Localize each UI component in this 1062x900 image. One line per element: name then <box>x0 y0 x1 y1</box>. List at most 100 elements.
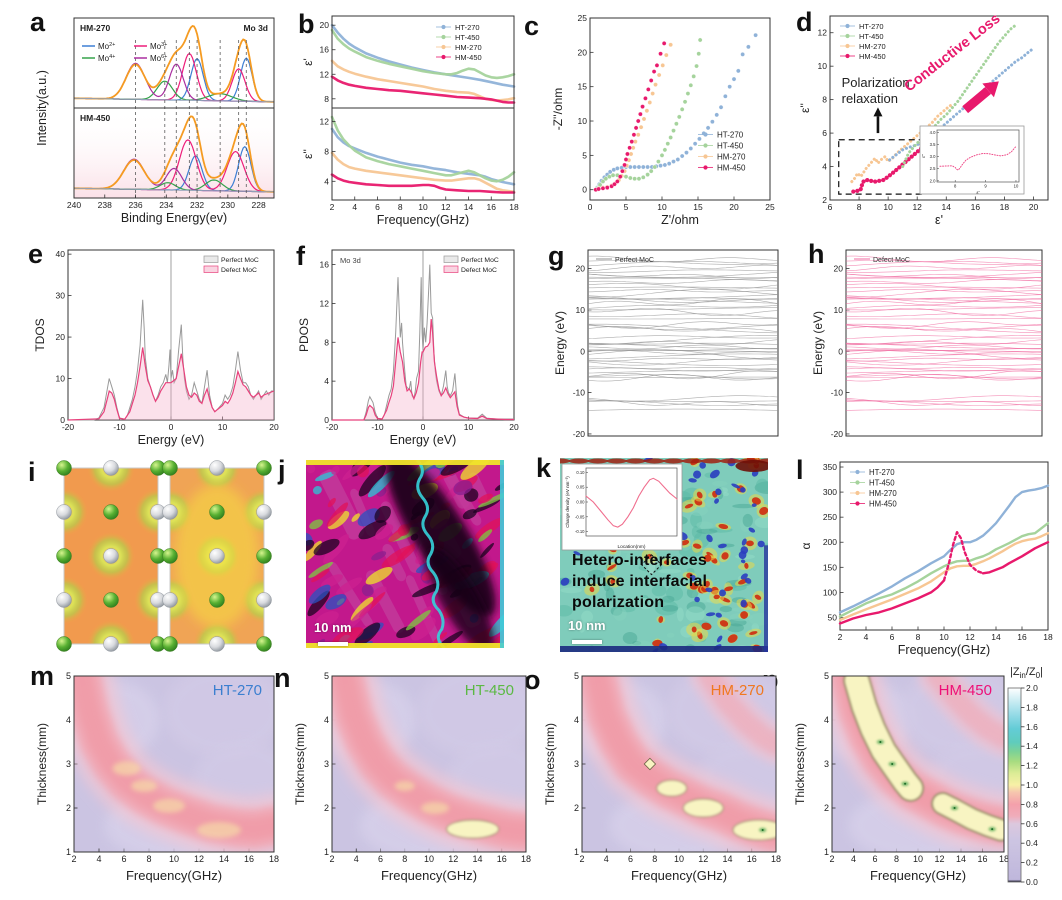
svg-text:2: 2 <box>71 854 76 864</box>
svg-text:Defect MoC: Defect MoC <box>873 257 910 264</box>
svg-text:Frequency(GHz): Frequency(GHz) <box>377 213 469 227</box>
panel-m-impedance-ht270: 2 4 6 8 10 12 14 16 18 1 2 3 4 5 Frequency(GHz) Thickne… <box>28 664 280 898</box>
panel-letter-n: n <box>274 663 291 693</box>
panel-k-charge-map: 0.10 0.05 0.00 -0.05 -0.10 Location(nm) Charge… <box>546 452 780 662</box>
svg-text:20: 20 <box>834 264 844 274</box>
panel-letter-e: e <box>28 239 44 269</box>
svg-text:1.6: 1.6 <box>1026 722 1038 732</box>
svg-text:3: 3 <box>574 759 579 769</box>
svg-text:-10: -10 <box>573 388 586 398</box>
svg-text:2: 2 <box>824 803 829 813</box>
svg-text:8: 8 <box>402 854 407 864</box>
panel-letter-i: i <box>28 457 36 487</box>
colorbar-title: |Zin/Z0| <box>1010 666 1043 680</box>
sample-label-ht270: HT-270 <box>212 682 262 699</box>
xps-chart: HM-270 HM-450 Mo 3d Mo2+ Mo3+ Mo4+ Mo6+ 240 238 2… <box>35 17 275 225</box>
panel-j-tem-image: 10 nm <box>292 452 520 662</box>
panel-letter-j: j <box>278 455 286 485</box>
svg-text:HM-450: HM-450 <box>717 163 746 172</box>
svg-text:12: 12 <box>934 854 944 864</box>
scalebar-label-j: 10 nm <box>314 620 352 635</box>
svg-text:Energy (eV): Energy (eV) <box>811 311 825 375</box>
colorbar-title-part: | <box>1040 666 1043 678</box>
svg-text:238: 238 <box>98 200 112 210</box>
svg-text:2: 2 <box>324 803 329 813</box>
svg-text:-0.10: -0.10 <box>575 529 585 534</box>
svg-text:Binding Energy(ev): Binding Energy(ev) <box>121 211 227 225</box>
svg-text:3: 3 <box>66 759 71 769</box>
svg-text:12: 12 <box>320 69 330 79</box>
svg-text:18: 18 <box>269 854 279 864</box>
svg-text:8: 8 <box>324 337 329 347</box>
svg-text:14: 14 <box>472 854 482 864</box>
nyquist-chart: 0 5 10 15 20 25 0 5 10 15 20 25 Z'/ohm -Z''/ohm HT-270… <box>551 13 775 227</box>
svg-text:Perfect MoC: Perfect MoC <box>461 257 499 264</box>
svg-text:1: 1 <box>66 847 71 857</box>
svg-text:8: 8 <box>324 146 329 156</box>
colorbar-gradient: 2.0 1.8 1.6 1.4 1.2 1.0 0.8 0.6 0.4 0.2 0.0 <box>1007 683 1038 887</box>
panel-h-bands-defect: -20 -10 0 10 20 Energy (eV) Defect MoC <box>804 240 1054 452</box>
annotation-line-2: induce interfacial <box>572 573 708 590</box>
svg-text:Energy (eV): Energy (eV) <box>138 433 205 447</box>
svg-text:14: 14 <box>722 854 732 864</box>
svg-text:20: 20 <box>576 264 586 274</box>
impedance-contour-hm450: 2 4 6 8 10 12 14 16 1812345Frequency(GHz)Thickne… <box>793 671 1009 883</box>
svg-text:14: 14 <box>942 202 952 212</box>
svg-text:-20: -20 <box>326 422 339 432</box>
svg-text:4: 4 <box>822 162 827 172</box>
svg-text:4: 4 <box>324 376 329 386</box>
svg-text:HM-270: HM-270 <box>859 42 886 51</box>
svg-text:14: 14 <box>219 854 229 864</box>
sample-label-ht450: HT-450 <box>464 682 514 699</box>
svg-text:Thickness(mm): Thickness(mm) <box>293 723 307 805</box>
svg-text:10: 10 <box>464 422 474 432</box>
svg-text:-10: -10 <box>113 422 126 432</box>
svg-text:12: 12 <box>965 632 975 642</box>
svg-text:HT-450: HT-450 <box>455 33 480 42</box>
svg-text:50: 50 <box>828 612 838 622</box>
svg-text:TDOS: TDOS <box>33 318 47 351</box>
svg-text:0.4: 0.4 <box>1026 838 1038 848</box>
svg-text:8: 8 <box>324 94 329 104</box>
svg-text:20: 20 <box>509 422 519 432</box>
panel-n-impedance-ht450: 2 4 6 8 10 12 14 16 18 1 2 3 4 5 Frequency(GHz) Thickne… <box>286 664 532 898</box>
svg-text:10: 10 <box>576 305 586 315</box>
annotation-line-1: Hetero-interfaces <box>572 552 708 569</box>
svg-text:1: 1 <box>574 847 579 857</box>
svg-text:Thickness(mm): Thickness(mm) <box>35 723 49 805</box>
svg-text:20: 20 <box>578 47 588 57</box>
svg-text:6: 6 <box>890 632 895 642</box>
svg-text:16: 16 <box>244 854 254 864</box>
svg-text:Energy (eV): Energy (eV) <box>553 311 567 375</box>
svg-text:0.8: 0.8 <box>1026 799 1038 809</box>
svg-text:16: 16 <box>320 260 330 270</box>
svg-text:0.6: 0.6 <box>1026 819 1038 829</box>
svg-text:-10: -10 <box>371 422 384 432</box>
attenuation-chart: 2 4 6 8 10 12 14 16 18 50 100 150 200 250 300 350 Freque… <box>799 461 1053 657</box>
svg-text:4: 4 <box>354 854 359 864</box>
colorbar: |Zin/Z0| 2.0 1.8 1.6 1.4 1.2 1.0 0.8 0.6 0.4 0.2 0… <box>1006 664 1062 898</box>
svg-text:Location(nm): Location(nm) <box>618 544 646 550</box>
svg-text:10: 10 <box>418 202 428 212</box>
svg-text:ε': ε' <box>935 213 943 227</box>
svg-text:12: 12 <box>194 854 204 864</box>
svg-text:1: 1 <box>824 847 829 857</box>
svg-text:-20: -20 <box>573 429 586 439</box>
svg-text:0.0: 0.0 <box>1026 877 1038 887</box>
svg-text:Mo2+: Mo2+ <box>98 42 115 51</box>
svg-text:Frequency(GHz): Frequency(GHz) <box>898 643 990 657</box>
svg-text:10: 10 <box>424 854 434 864</box>
svg-text:0: 0 <box>582 185 587 195</box>
svg-text:Intensity(a.u.): Intensity(a.u.) <box>35 70 49 146</box>
colorbar-title-sub-0: 0 <box>1035 671 1041 681</box>
band-structure-defect: -20 -10 0 10 20 Energy (eV) Defect MoC <box>811 249 1043 439</box>
panel-letter-c: c <box>524 11 540 41</box>
svg-text:14: 14 <box>991 632 1001 642</box>
svg-text:0.10: 0.10 <box>576 470 585 475</box>
svg-text:40: 40 <box>56 249 66 259</box>
svg-text:HM-450: HM-450 <box>455 53 482 62</box>
svg-text:HM-270: HM-270 <box>717 152 746 161</box>
svg-text:2.0: 2.0 <box>1026 683 1038 693</box>
panel-letter-b: b <box>298 9 315 39</box>
svg-text:HM-450: HM-450 <box>80 113 111 123</box>
